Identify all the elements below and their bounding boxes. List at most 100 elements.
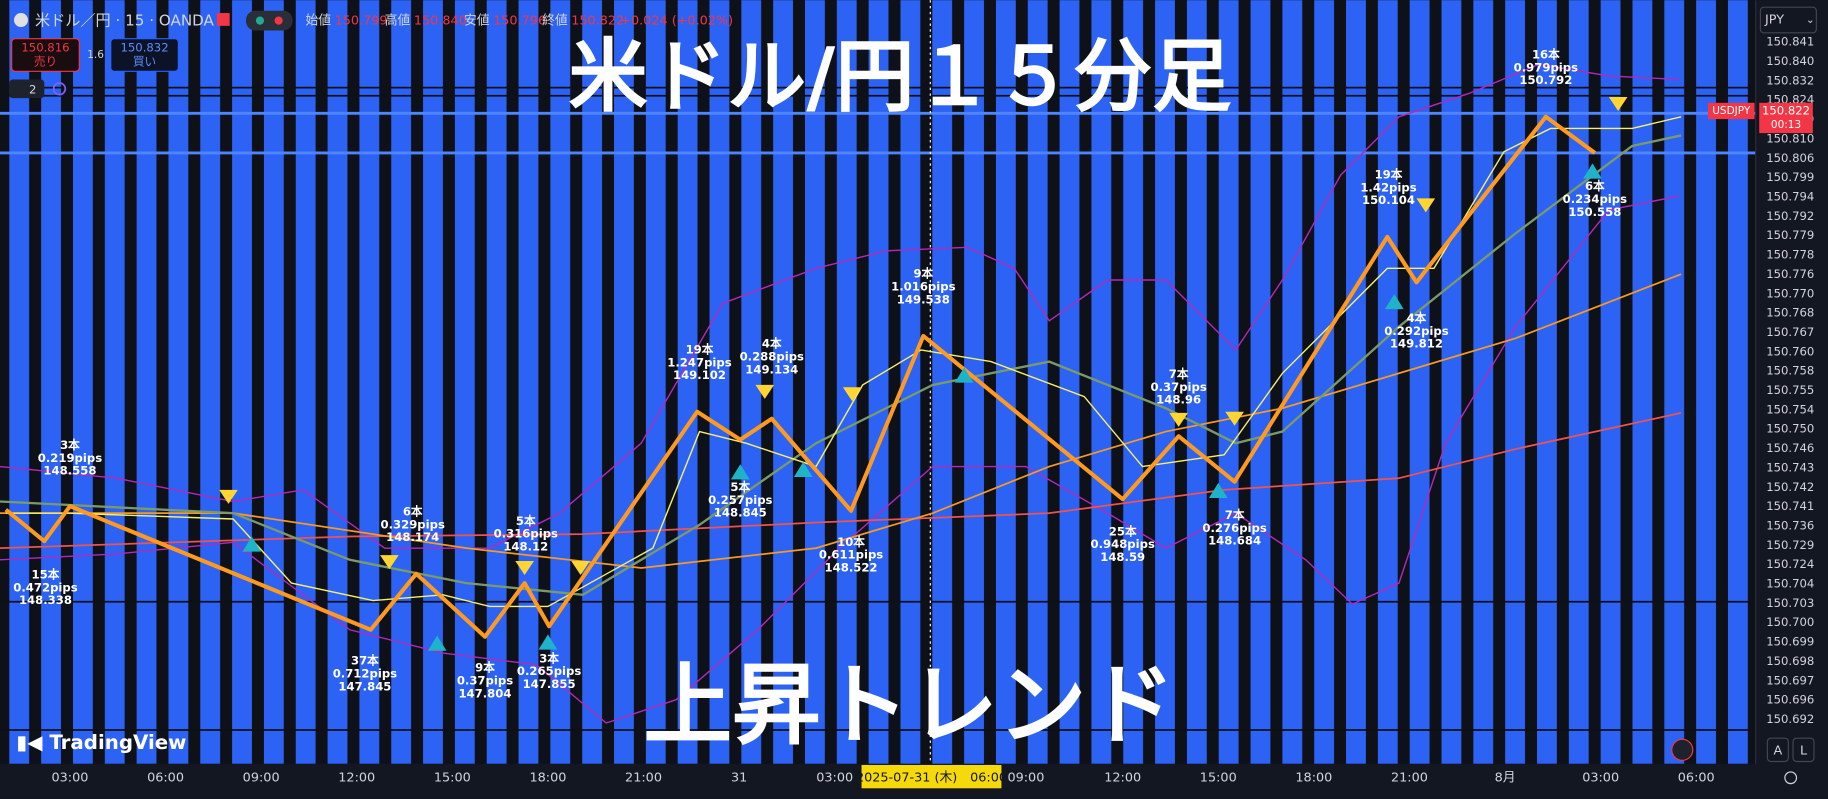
- time-label: 03:00: [816, 770, 853, 785]
- logo-text: TradingView: [49, 730, 186, 753]
- annotation-pips: 1.016pips: [891, 279, 955, 293]
- logo-mark: ▮◀: [16, 730, 49, 753]
- buy-signal: [538, 634, 558, 650]
- close-label: 終値: [542, 13, 568, 29]
- annotation-pips: 1.42pips: [1360, 180, 1416, 194]
- price-label: 150.840: [1766, 54, 1814, 68]
- open-label: 始値: [305, 13, 331, 29]
- price-label: 150.742: [1766, 480, 1814, 494]
- sell-signal: [380, 555, 399, 570]
- sell-signal: [755, 384, 775, 399]
- high-label: 高値: [385, 13, 411, 29]
- annotation-bars: 15本: [32, 567, 60, 581]
- annotation-price: 148.845: [714, 506, 767, 520]
- annotation-price: 148.684: [1208, 534, 1261, 548]
- auto-button[interactable]: [1766, 737, 1789, 763]
- settings-icon[interactable]: [1784, 771, 1798, 785]
- title: 米ドル/円１５分足: [568, 30, 1231, 123]
- symbol[interactable]: 米ドル／円 · 15 · OANDA: [35, 12, 215, 30]
- subtitle: 上昇トレンド: [644, 654, 1176, 757]
- indicator-line: [0, 273, 1682, 569]
- annotation-pips: 0.712pips: [333, 667, 397, 681]
- price-label: 150.729: [1766, 538, 1814, 552]
- annotation-pips: 0.37pips: [457, 674, 513, 688]
- crosshair-time-box: [861, 764, 1002, 789]
- sell-button[interactable]: [11, 38, 80, 72]
- log-label: L: [1800, 743, 1808, 758]
- annotation-price: 148.522: [825, 560, 878, 574]
- annotation-price: 148.174: [386, 530, 439, 544]
- annotation-bars: 37本: [351, 654, 379, 668]
- price-label: 150.750: [1766, 422, 1814, 436]
- annotation-bars: 19本: [686, 342, 714, 356]
- annotation-price: 148.338: [19, 593, 72, 607]
- price-label: 150.794: [1766, 189, 1814, 203]
- time-label: 21:00: [1391, 770, 1428, 785]
- annotation-price: 149.134: [745, 362, 798, 376]
- annotation-pips: 0.316pips: [494, 527, 558, 541]
- buy-signal: [427, 635, 447, 651]
- annotation-price: 150.558: [1568, 205, 1621, 219]
- time-label: 06:00: [147, 770, 184, 785]
- annotation-bars: 9本: [913, 267, 933, 281]
- annotation-pips: 0.611pips: [819, 548, 883, 562]
- time-label: 06:00: [1678, 770, 1715, 785]
- price-label: 150.768: [1766, 306, 1814, 320]
- annotation-bars: 4本: [1407, 311, 1427, 325]
- annotation-price: 150.792: [1519, 73, 1572, 87]
- indicator-toggle[interactable]: [9, 79, 45, 99]
- price-label: 150.743: [1766, 460, 1814, 474]
- price-label: 150.704: [1766, 577, 1814, 591]
- price-label: 150.741: [1766, 499, 1814, 513]
- currency-button[interactable]: [1759, 6, 1817, 34]
- buy-signal: [1384, 293, 1404, 310]
- alert-icon[interactable]: [1671, 738, 1694, 761]
- time-label: 12:00: [338, 770, 375, 785]
- price-label: 150.697: [1766, 673, 1814, 687]
- time-label: 8月: [1495, 770, 1516, 785]
- low-label: 安値: [464, 13, 490, 29]
- annotation-price: 148.12: [503, 539, 548, 553]
- time-label: 03:00: [1582, 770, 1619, 785]
- sell-signal: [571, 560, 590, 575]
- sell-label: 売り: [34, 54, 57, 68]
- annotation-price: 149.812: [1390, 337, 1443, 351]
- annotation-bars: 19本: [1375, 168, 1403, 182]
- annotation-bars: 10本: [837, 535, 865, 549]
- annotation-pips: 0.37pips: [1150, 380, 1206, 394]
- crosshair-time: 2025-07-31 (木) 06:00: [856, 770, 1007, 785]
- flag: [216, 13, 230, 26]
- price-label: 150.779: [1766, 228, 1814, 242]
- annotation-bars: 25本: [1109, 524, 1137, 538]
- annotation-pips: 0.257pips: [708, 493, 772, 507]
- price-label: 150.799: [1766, 170, 1814, 184]
- sell-signal: [1225, 411, 1244, 426]
- buy-button[interactable]: [110, 38, 179, 72]
- loading-icon: [52, 82, 67, 96]
- price-label: 150.755: [1766, 383, 1814, 397]
- price-label: 150.832: [1766, 73, 1814, 87]
- annotation-pips: 0.948pips: [1090, 537, 1154, 551]
- annotation-price: 147.845: [338, 679, 391, 693]
- low: 150.796: [493, 14, 546, 29]
- indicator-line: [0, 63, 1679, 549]
- annotation-bars: 4本: [762, 337, 782, 351]
- price-axis: [1755, 0, 1828, 799]
- time-label: 31: [731, 770, 747, 785]
- price-label: 150.736: [1766, 518, 1814, 532]
- log-button[interactable]: [1792, 737, 1815, 763]
- logo: ▮◀ TradingView: [16, 730, 186, 753]
- price-label: 150.767: [1766, 325, 1814, 339]
- current-price-box: [1759, 102, 1813, 134]
- time-label: 21:00: [625, 770, 662, 785]
- annotation-price: 148.59: [1100, 550, 1145, 564]
- spread: 1.6: [87, 49, 104, 61]
- sell-signal: [1608, 96, 1628, 111]
- annotation-pips: 0.292pips: [1384, 324, 1448, 338]
- annotation-price: 149.102: [673, 368, 726, 382]
- price-label: 150.724: [1766, 557, 1814, 571]
- dropdown-arrow: ⌄: [1806, 14, 1815, 26]
- status: [245, 10, 293, 31]
- buy-signal: [1583, 163, 1602, 179]
- price-label: 150.692: [1766, 712, 1814, 726]
